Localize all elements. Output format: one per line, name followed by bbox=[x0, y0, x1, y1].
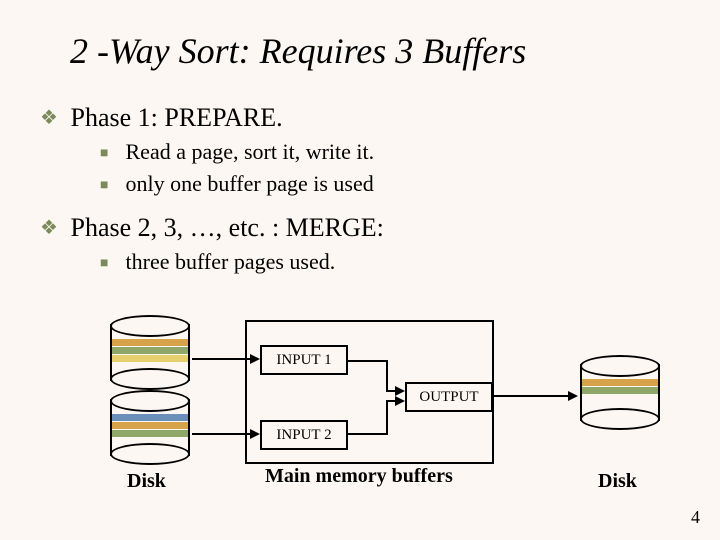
memory-label: Main memory buffers bbox=[265, 465, 453, 488]
phase2-sub1: ■ three buffer pages used. bbox=[100, 249, 680, 275]
phase2-sub1-text: three buffer pages used. bbox=[126, 249, 336, 274]
phase1-sub1: ■ Read a page, sort it, write it. bbox=[100, 139, 680, 165]
merge-diagram: INPUT 1 INPUT 2 OUTPUT Main memory buffe… bbox=[0, 320, 720, 500]
phase1-sub2-text: only one buffer page is used bbox=[126, 171, 374, 196]
bullet-block: ❖ Phase 1: PREPARE. ■ Read a page, sort … bbox=[40, 95, 680, 275]
disk-left-label: Disk bbox=[127, 470, 166, 493]
input2-buffer: INPUT 2 bbox=[260, 420, 348, 450]
phase1-sub2: ■ only one buffer page is used bbox=[100, 171, 680, 197]
phase1-text: Phase 1: PREPARE. bbox=[71, 103, 283, 132]
square-bullet-icon: ■ bbox=[100, 178, 120, 194]
square-bullet-icon: ■ bbox=[100, 256, 120, 272]
disk-bands bbox=[112, 339, 188, 363]
disk-cylinder-icon bbox=[110, 315, 190, 390]
page-number: 4 bbox=[691, 507, 700, 528]
disk-bands bbox=[582, 379, 658, 395]
phase1-heading: ❖ Phase 1: PREPARE. bbox=[40, 103, 680, 133]
phase2-text: Phase 2, 3, …, etc. : MERGE: bbox=[71, 213, 384, 242]
disk-bands bbox=[112, 414, 188, 438]
disk-cylinder-icon bbox=[580, 355, 660, 430]
slide-title: 2 -Way Sort: Requires 3 Buffers bbox=[70, 30, 526, 72]
disk-right-label: Disk bbox=[598, 470, 637, 493]
phase1-sub1-text: Read a page, sort it, write it. bbox=[126, 139, 375, 164]
phase2-heading: ❖ Phase 2, 3, …, etc. : MERGE: bbox=[40, 213, 680, 243]
diamond-bullet-icon: ❖ bbox=[40, 215, 64, 240]
disk-cylinder-icon bbox=[110, 390, 190, 465]
square-bullet-icon: ■ bbox=[100, 146, 120, 162]
diamond-bullet-icon: ❖ bbox=[40, 105, 64, 130]
input1-buffer: INPUT 1 bbox=[260, 345, 348, 375]
output-buffer: OUTPUT bbox=[405, 382, 493, 412]
